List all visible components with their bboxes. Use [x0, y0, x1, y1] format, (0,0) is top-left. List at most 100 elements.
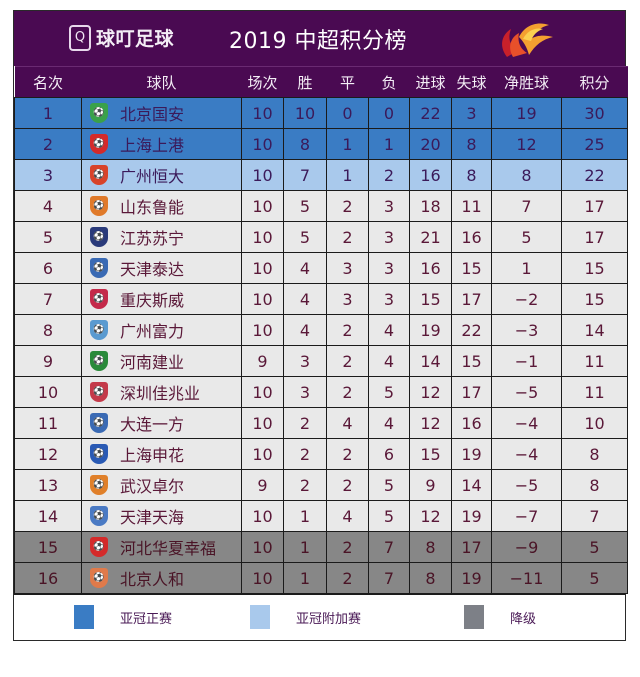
goals-for-cell: 19 [409, 314, 453, 346]
goal-diff-cell: −2 [491, 283, 563, 315]
drawn-cell: 0 [326, 97, 370, 129]
played-cell: 10 [241, 159, 285, 191]
goal-diff-cell: −9 [491, 531, 563, 563]
standings-table: 名次 球队 场次 胜 平 负 进球 失球 净胜球 积分 1 ⚽ 北京国安 10 1… [14, 66, 629, 594]
team-name: 河北华夏幸福 [120, 539, 217, 558]
won-cell: 4 [283, 314, 328, 346]
table-row: 1 ⚽ 北京国安 10 10 0 0 22 3 19 30 [14, 97, 629, 129]
team-badge-icon: ⚽ [90, 320, 108, 340]
played-cell: 10 [241, 283, 285, 315]
team-name: 广州恒大 [120, 167, 185, 186]
lost-cell: 4 [368, 314, 411, 346]
points-cell: 25 [561, 128, 629, 160]
legend-swatch-relegation [464, 605, 484, 629]
lost-cell: 3 [368, 252, 411, 284]
team-badge-icon: ⚽ [90, 258, 108, 278]
drawn-cell: 2 [326, 314, 370, 346]
team-cell: ⚽ 山东鲁能 [80, 190, 243, 222]
lost-cell: 7 [368, 531, 411, 563]
legend-label: 亚冠正赛 [120, 611, 173, 627]
team-name: 深圳佳兆业 [120, 384, 201, 403]
legend-item-acl-playoff: 亚冠附加赛 [250, 605, 361, 629]
legend-swatch-acl-playoff [250, 605, 270, 629]
brand-name: 球叮足球 [96, 28, 175, 50]
drawn-cell: 4 [326, 500, 370, 532]
lost-cell: 6 [368, 438, 411, 470]
page-title: 2019 中超积分榜 [229, 29, 407, 54]
col-rank: 名次 [14, 66, 82, 98]
table-row: 12 ⚽ 上海申花 10 2 2 6 15 19 −4 8 [14, 438, 629, 470]
legend: 亚冠正赛 亚冠附加赛 降级 [14, 594, 625, 640]
team-name: 北京国安 [120, 105, 185, 124]
drawn-cell: 2 [326, 531, 370, 563]
goals-for-cell: 8 [409, 562, 453, 594]
rank-cell: 9 [14, 345, 82, 377]
table-row: 9 ⚽ 河南建业 9 3 2 4 14 15 −1 11 [14, 345, 629, 377]
goal-diff-cell: −5 [491, 469, 563, 501]
legend-label: 亚冠附加赛 [296, 611, 362, 627]
team-cell: ⚽ 北京国安 [80, 97, 243, 129]
played-cell: 9 [241, 469, 285, 501]
team-cell: ⚽ 深圳佳兆业 [80, 376, 243, 408]
goals-for-cell: 18 [409, 190, 453, 222]
played-cell: 10 [241, 252, 285, 284]
won-cell: 2 [283, 407, 328, 439]
team-badge-icon: ⚽ [90, 165, 108, 185]
drawn-cell: 2 [326, 221, 370, 253]
lost-cell: 4 [368, 345, 411, 377]
team-cell: ⚽ 河北华夏幸福 [80, 531, 243, 563]
legend-label: 降级 [510, 611, 537, 627]
col-goal-diff: 净胜球 [491, 66, 562, 98]
points-cell: 8 [561, 469, 629, 501]
team-name: 江苏苏宁 [120, 229, 185, 248]
rank-cell: 11 [14, 407, 82, 439]
rank-cell: 3 [14, 159, 82, 191]
rank-cell: 7 [14, 283, 82, 315]
goals-for-cell: 16 [409, 159, 453, 191]
points-cell: 11 [561, 345, 629, 377]
goals-against-cell: 8 [451, 128, 493, 160]
points-cell: 10 [561, 407, 629, 439]
goals-against-cell: 19 [451, 438, 493, 470]
legend-item-relegation: 降级 [464, 605, 536, 629]
won-cell: 3 [283, 345, 328, 377]
team-cell: ⚽ 武汉卓尔 [80, 469, 243, 501]
rank-cell: 6 [14, 252, 82, 284]
col-lost: 负 [368, 66, 410, 98]
team-name: 河南建业 [120, 353, 185, 372]
drawn-cell: 2 [326, 345, 370, 377]
points-cell: 8 [561, 438, 629, 470]
team-badge-icon: ⚽ [90, 289, 108, 309]
team-cell: ⚽ 北京人和 [80, 562, 243, 594]
table-row: 3 ⚽ 广州恒大 10 7 1 2 16 8 8 22 [14, 159, 629, 191]
goals-for-cell: 15 [409, 283, 453, 315]
goal-diff-cell: −11 [491, 562, 563, 594]
won-cell: 4 [283, 252, 328, 284]
goals-against-cell: 15 [451, 252, 493, 284]
lost-cell: 7 [368, 562, 411, 594]
goal-diff-cell: −3 [491, 314, 563, 346]
won-cell: 5 [283, 190, 328, 222]
points-cell: 14 [561, 314, 629, 346]
title-banner: Q 球叮足球 2019 中超积分榜 [14, 11, 625, 66]
team-badge-icon: ⚽ [90, 227, 108, 247]
team-cell: ⚽ 江苏苏宁 [80, 221, 243, 253]
goals-against-cell: 22 [451, 314, 493, 346]
team-badge-icon: ⚽ [90, 506, 108, 526]
goals-for-cell: 21 [409, 221, 453, 253]
team-badge-icon: ⚽ [90, 444, 108, 464]
team-badge-icon: ⚽ [90, 196, 108, 216]
team-name: 重庆斯威 [120, 291, 185, 310]
rank-cell: 16 [14, 562, 82, 594]
rank-cell: 12 [14, 438, 82, 470]
team-badge-icon: ⚽ [90, 351, 108, 371]
col-goals-for: 进球 [409, 66, 452, 98]
team-badge-icon: ⚽ [90, 382, 108, 402]
rank-cell: 4 [14, 190, 82, 222]
won-cell: 5 [283, 221, 328, 253]
team-name: 大连一方 [120, 415, 185, 434]
team-cell: ⚽ 上海申花 [80, 438, 243, 470]
table-row: 6 ⚽ 天津泰达 10 4 3 3 16 15 1 15 [14, 252, 629, 284]
rank-cell: 15 [14, 531, 82, 563]
goals-against-cell: 19 [451, 500, 493, 532]
